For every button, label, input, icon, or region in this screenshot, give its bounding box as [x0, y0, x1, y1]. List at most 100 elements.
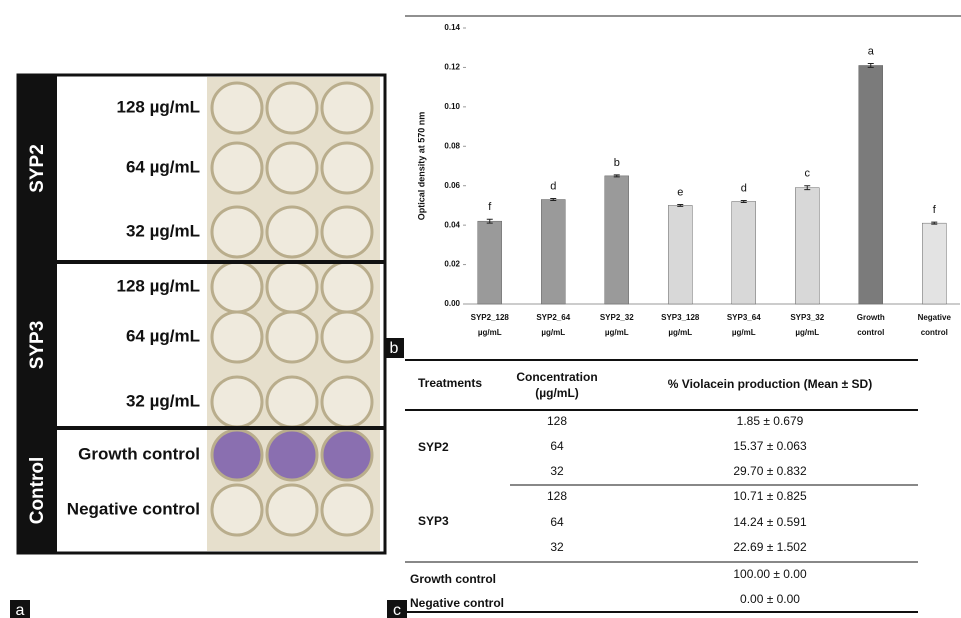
well: [212, 312, 262, 362]
x-tick-label: µg/mL: [668, 328, 692, 337]
bar: [605, 176, 629, 304]
y-tick-label: 0.12: [444, 63, 460, 72]
table-header: Concentration: [516, 370, 597, 384]
well: [322, 430, 372, 480]
table-header: (µg/mL): [535, 386, 579, 400]
x-tick-label: µg/mL: [478, 328, 502, 337]
row-label: 128 µg/mL: [117, 97, 201, 116]
result: 0.00 ± 0.00: [740, 592, 800, 606]
x-tick-label: SYP2_32: [600, 313, 634, 322]
table-header: % Violacein production (Mean ± SD): [668, 377, 872, 391]
result: 14.24 ± 0.591: [733, 515, 807, 529]
x-tick-label: control: [857, 328, 884, 337]
y-tick-label: 0.02: [444, 260, 460, 269]
well: [212, 485, 262, 535]
x-tick-label: Growth: [857, 313, 885, 322]
x-tick-label: SYP3_32: [790, 313, 824, 322]
well: [267, 430, 317, 480]
x-tick-label: Negative: [918, 313, 952, 322]
well: [267, 262, 317, 312]
y-tick-label: 0.14: [444, 23, 460, 32]
panel-label: c: [393, 602, 401, 618]
y-tick-label: 0.04: [444, 220, 460, 229]
well: [212, 207, 262, 257]
row-label: 128 µg/mL: [117, 276, 201, 295]
x-tick-label: SYP3_64: [727, 313, 761, 322]
bar: [795, 188, 819, 304]
well: [322, 377, 372, 427]
well: [322, 262, 372, 312]
row-label: 32 µg/mL: [126, 221, 200, 240]
concentration: 64: [550, 515, 564, 529]
well: [322, 143, 372, 193]
well: [322, 207, 372, 257]
bar: [922, 223, 946, 304]
treatment: Growth control: [410, 572, 496, 586]
row-label: Growth control: [78, 444, 200, 463]
figure: a b c SYP2 128 µg/mL 64 µg/mL 32 µg/mL SYP3 128 …: [0, 0, 961, 618]
well: [267, 312, 317, 362]
significance-letter: b: [614, 157, 620, 169]
significance-letter: e: [677, 186, 683, 198]
panel-label: b: [390, 340, 399, 357]
x-tick-label: µg/mL: [732, 328, 756, 337]
group-label: SYP2: [27, 144, 48, 193]
result: 10.71 ± 0.825: [733, 489, 807, 503]
x-tick-label: µg/mL: [541, 328, 565, 337]
well: [322, 312, 372, 362]
well: [267, 377, 317, 427]
well: [212, 83, 262, 133]
treatment: SYP3: [418, 514, 449, 528]
group-label: SYP3: [27, 321, 48, 370]
concentration: 128: [547, 489, 567, 503]
bar: [541, 200, 565, 304]
well: [267, 83, 317, 133]
result: 100.00 ± 0.00: [733, 567, 807, 581]
row-label: 32 µg/mL: [126, 391, 200, 410]
bar: [668, 205, 692, 304]
x-tick-label: µg/mL: [605, 328, 629, 337]
x-tick-label: SYP3_128: [661, 313, 700, 322]
significance-letter: c: [805, 168, 811, 180]
concentration: 32: [550, 464, 564, 478]
panel-label: a: [16, 602, 25, 618]
row-label: Negative control: [67, 499, 200, 518]
concentration: 32: [550, 540, 564, 554]
x-tick-label: SYP2_64: [536, 313, 570, 322]
well: [322, 485, 372, 535]
y-tick-label: 0.00: [444, 299, 460, 308]
significance-letter: d: [741, 182, 747, 194]
result: 15.37 ± 0.063: [733, 439, 807, 453]
result: 1.85 ± 0.679: [737, 414, 804, 428]
concentration: 64: [550, 439, 564, 453]
group-label: Control: [27, 457, 48, 525]
y-axis-label: Optical density at 570 nm: [416, 112, 426, 221]
table-header: Treatments: [418, 376, 482, 390]
x-tick-label: SYP2_128: [471, 313, 510, 322]
concentration: 128: [547, 414, 567, 428]
significance-letter: a: [868, 45, 875, 57]
divider: [18, 260, 385, 264]
row-label: 64 µg/mL: [126, 326, 200, 345]
bar: [732, 201, 756, 304]
significance-letter: d: [550, 180, 556, 192]
result: 29.70 ± 0.832: [733, 464, 807, 478]
y-tick-label: 0.06: [444, 181, 460, 190]
divider: [18, 426, 385, 430]
x-tick-label: µg/mL: [795, 328, 819, 337]
treatment: Negative control: [410, 596, 504, 610]
well: [267, 207, 317, 257]
bar: [859, 65, 883, 304]
bar: [478, 221, 502, 304]
result: 22.69 ± 1.502: [733, 540, 807, 554]
well: [212, 377, 262, 427]
well: [212, 262, 262, 312]
x-tick-label: control: [921, 328, 948, 337]
row-label: 64 µg/mL: [126, 157, 200, 176]
well: [212, 143, 262, 193]
y-tick-label: 0.10: [444, 102, 460, 111]
well: [322, 83, 372, 133]
well: [212, 430, 262, 480]
well: [267, 485, 317, 535]
treatment: SYP2: [418, 440, 449, 454]
